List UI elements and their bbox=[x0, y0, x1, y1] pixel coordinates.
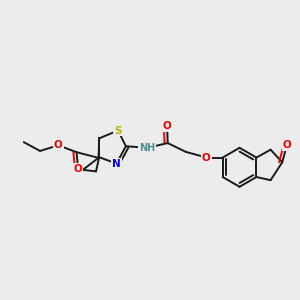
Text: O: O bbox=[54, 140, 63, 150]
Text: NH: NH bbox=[139, 143, 155, 153]
Text: O: O bbox=[202, 152, 211, 163]
Text: N: N bbox=[112, 158, 121, 169]
Text: S: S bbox=[114, 125, 122, 136]
Text: O: O bbox=[283, 140, 291, 150]
Text: O: O bbox=[74, 164, 82, 173]
Text: O: O bbox=[163, 121, 171, 131]
